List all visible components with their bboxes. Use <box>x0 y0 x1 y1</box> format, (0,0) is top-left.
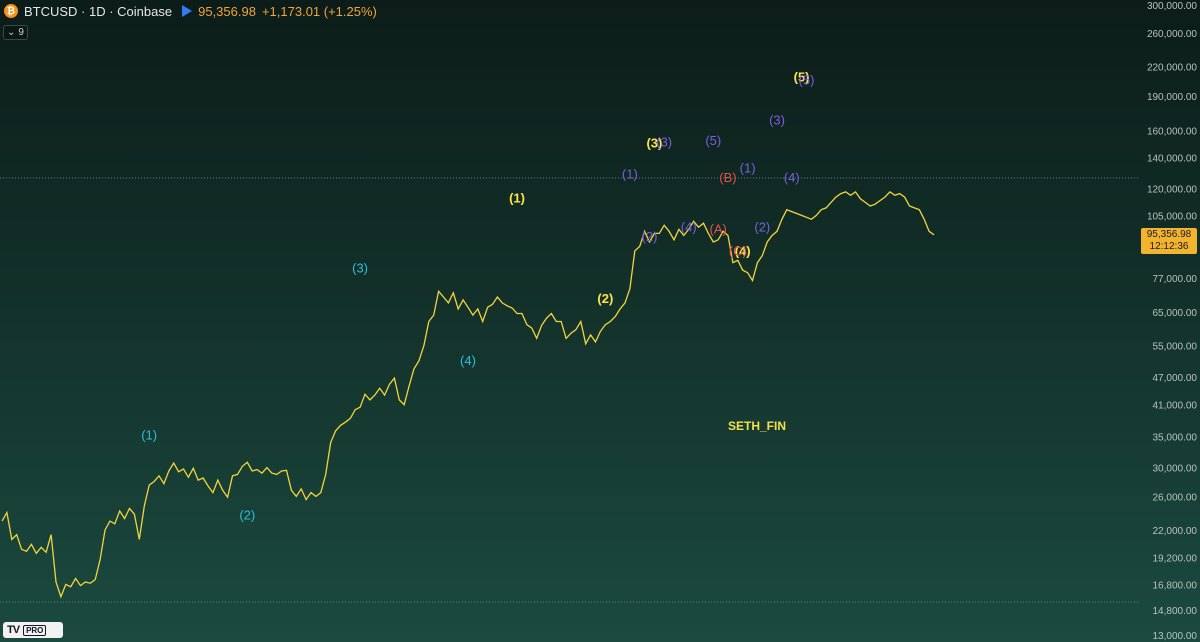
wave-label-yellow[interactable]: (1) <box>509 190 525 205</box>
y-axis-tick-label: 55,000.00 <box>1153 342 1198 353</box>
indicators-toggle-button[interactable]: ⌄ 9 <box>3 25 28 40</box>
wave-label-purple[interactable]: (3) <box>769 112 785 127</box>
wave-label-cyan[interactable]: (1) <box>141 427 157 442</box>
wave-label-cyan[interactable]: (3) <box>352 261 368 276</box>
y-axis-tick-label: 13,000.00 <box>1153 631 1198 642</box>
wave-label-red[interactable]: (B) <box>719 170 736 185</box>
chart-header: ₿ BTCUSD · 1D · Coinbase 95,356.98 +1,17… <box>4 2 377 20</box>
indicator-count: 9 <box>18 27 24 38</box>
price-series-line <box>1 190 935 599</box>
y-axis-tick-label: 77,000.00 <box>1153 274 1198 285</box>
y-axis-tick-label: 120,000.00 <box>1147 184 1197 195</box>
y-axis-tick-label: 16,800.00 <box>1153 580 1198 591</box>
badge-price: 95,356.98 <box>1146 229 1192 240</box>
wave-label-cyan[interactable]: (4) <box>460 353 476 368</box>
y-axis-tick-label: 65,000.00 <box>1153 308 1198 319</box>
wave-label-purple[interactable]: (2) <box>754 219 770 234</box>
wave-label-red[interactable]: (C) <box>729 244 747 259</box>
current-price-badge: 95,356.98 12:12:36 <box>1141 228 1197 254</box>
wave-label-purple[interactable]: (3) <box>656 134 672 149</box>
y-axis-tick-label: 14,800.00 <box>1153 606 1198 617</box>
pro-badge: PRO <box>23 624 47 636</box>
y-axis-tick-label: 220,000.00 <box>1147 62 1197 73</box>
y-axis-tick-label: 22,000.00 <box>1153 526 1198 537</box>
wave-label-purple[interactable]: (5) <box>799 73 815 88</box>
wave-label-purple[interactable]: (5) <box>705 133 721 148</box>
author-watermark: SETH_FIN <box>728 419 787 433</box>
y-axis-tick-label: 26,000.00 <box>1153 492 1198 503</box>
y-axis-tick-label: 35,000.00 <box>1153 433 1198 444</box>
wave-label-cyan[interactable]: (2) <box>239 507 255 522</box>
tv-logo-icon: TV <box>7 624 20 636</box>
badge-countdown: 12:12:36 <box>1149 241 1189 252</box>
wave-label-purple[interactable]: (4) <box>681 219 697 234</box>
flag-icon[interactable] <box>182 5 193 17</box>
wave-label-yellow[interactable]: (5) <box>794 70 810 85</box>
header-change: +1,173.01 (+1.25%) <box>261 3 377 19</box>
y-axis-tick-label: 140,000.00 <box>1147 153 1197 164</box>
wave-label-purple[interactable]: (1) <box>740 160 756 175</box>
wave-label-yellow[interactable]: (4) <box>735 244 751 259</box>
y-axis-tick-label: 105,000.00 <box>1147 211 1197 222</box>
wave-label-yellow[interactable]: (2) <box>597 291 613 306</box>
y-axis-tick-label: 30,000.00 <box>1153 464 1198 475</box>
y-axis-tick-label: 260,000.00 <box>1147 29 1197 40</box>
wave-label-red[interactable]: (A) <box>709 221 726 236</box>
bitcoin-icon: ₿ <box>4 4 18 18</box>
tradingview-logo[interactable]: TV PRO <box>3 622 63 638</box>
wave-label-yellow[interactable]: (3) <box>646 136 662 151</box>
wave-label-purple[interactable]: (1) <box>622 167 638 182</box>
y-axis-tick-label: 300,000.00 <box>1147 1 1197 12</box>
wave-label-purple[interactable]: (4) <box>784 170 800 185</box>
y-axis-tick-label: 19,200.00 <box>1153 553 1198 564</box>
y-axis-tick-label: 41,000.00 <box>1153 401 1198 412</box>
wave-label-purple[interactable]: (2) <box>642 229 658 244</box>
y-axis-tick-label: 47,000.00 <box>1153 373 1198 384</box>
header-price: 95,356.98 <box>198 3 256 19</box>
y-axis-tick-label: 160,000.00 <box>1147 127 1197 138</box>
chevron-down-icon: ⌄ <box>7 27 16 38</box>
symbol-label[interactable]: BTCUSD · 1D · Coinbase <box>24 3 173 19</box>
y-axis-tick-label: 190,000.00 <box>1147 92 1197 103</box>
